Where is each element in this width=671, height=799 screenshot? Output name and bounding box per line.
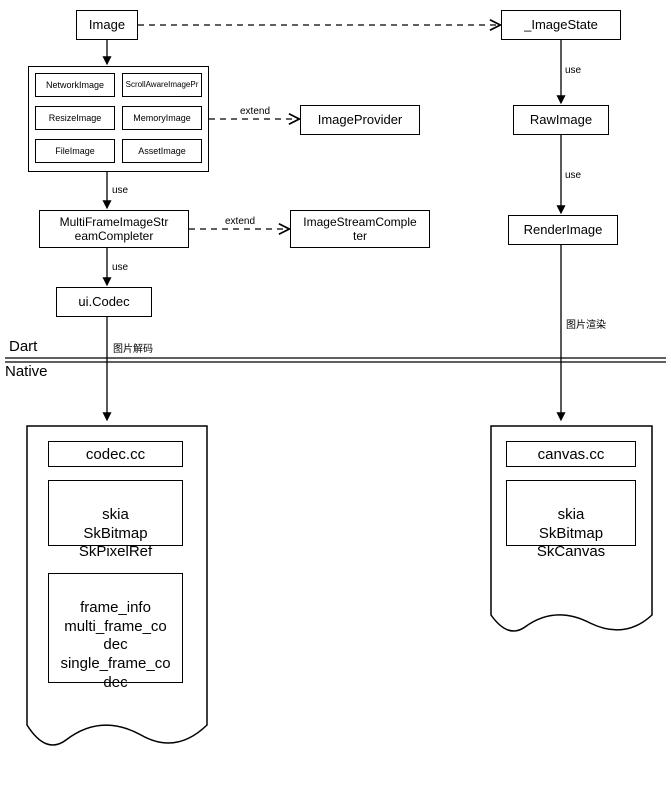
edge-label-use: use: [112, 185, 128, 196]
node-label: frame_info multi_frame_co dec single_fra…: [60, 599, 170, 691]
node-label: ResizeImage: [49, 113, 102, 124]
node-memory-image: MemoryImage: [122, 106, 202, 130]
node-label: _ImageState: [524, 17, 598, 33]
node-label: ImageStreamComple ter: [303, 215, 416, 244]
node-label: RawImage: [530, 112, 592, 128]
node-label: ui.Codec: [78, 294, 129, 310]
node-label: ScrollAwareImagePr: [126, 80, 199, 90]
node-label: AssetImage: [138, 146, 186, 157]
node-label: MultiFrameImageStr eamCompleter: [60, 215, 169, 244]
node-label: canvas.cc: [538, 446, 605, 463]
edge-label-use: use: [565, 170, 581, 181]
node-scroll-aware: ScrollAwareImagePr: [122, 73, 202, 97]
node-asset-image: AssetImage: [122, 139, 202, 163]
node-ui-codec: ui.Codec: [56, 287, 152, 317]
edge-label-render: 图片渲染: [566, 316, 606, 331]
node-label: ImageProvider: [318, 112, 403, 128]
node-label: FileImage: [55, 146, 95, 157]
node-skia-1: skia SkBitmap SkPixelRef: [48, 480, 183, 546]
edge-label-use: use: [112, 262, 128, 273]
node-label: MemoryImage: [133, 113, 191, 124]
node-label: codec.cc: [86, 446, 145, 463]
node-raw-image: RawImage: [513, 105, 609, 135]
node-label: skia SkBitmap SkCanvas: [537, 506, 605, 561]
node-image: Image: [76, 10, 138, 40]
native-canvas-container: canvas.cc skia SkBitmap SkCanvas: [490, 425, 653, 645]
node-image-state: _ImageState: [501, 10, 621, 40]
node-image-stream-completer: ImageStreamComple ter: [290, 210, 430, 248]
node-label: skia SkBitmap SkPixelRef: [79, 506, 152, 561]
node-label: Image: [89, 17, 125, 33]
edge-label-extend: extend: [225, 216, 255, 227]
node-canvas-cc: canvas.cc: [506, 441, 636, 467]
node-image-provider: ImageProvider: [300, 105, 420, 135]
zone-dart-label: Dart: [9, 338, 37, 355]
node-label: NetworkImage: [46, 80, 104, 91]
edge-label-use: use: [565, 65, 581, 76]
node-network-image: NetworkImage: [35, 73, 115, 97]
node-multi-frame: MultiFrameImageStr eamCompleter: [39, 210, 189, 248]
node-file-image: FileImage: [35, 139, 115, 163]
edge-label-extend: extend: [240, 106, 270, 117]
zone-native-label: Native: [5, 363, 48, 380]
node-render-image: RenderImage: [508, 215, 618, 245]
node-label: RenderImage: [524, 222, 603, 238]
node-skia-2: skia SkBitmap SkCanvas: [506, 480, 636, 546]
node-codec-cc: codec.cc: [48, 441, 183, 467]
edge-label-decode: 图片解码: [113, 340, 153, 355]
node-frame-info: frame_info multi_frame_co dec single_fra…: [48, 573, 183, 683]
native-codec-container: codec.cc skia SkBitmap SkPixelRef frame_…: [26, 425, 208, 760]
node-resize-image: ResizeImage: [35, 106, 115, 130]
